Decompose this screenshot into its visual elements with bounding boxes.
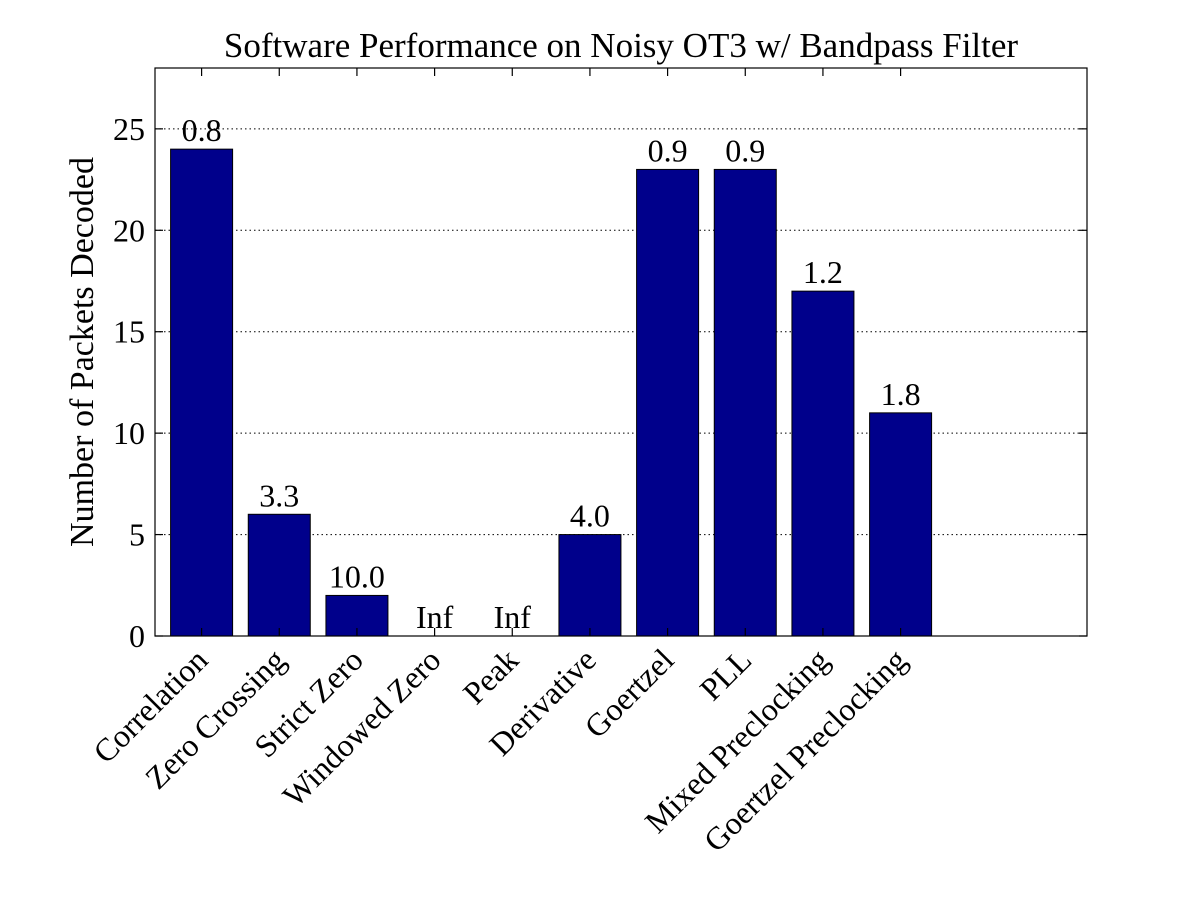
y-tick-label: 15	[113, 314, 145, 350]
data-labels: 0.8 3.3 10.0 Inf Inf 4.0 0.9 0.9 1.2 1.8	[182, 112, 921, 635]
plot-frame	[154, 67, 1088, 637]
bar	[713, 168, 777, 637]
y-tick-label: 10	[113, 415, 145, 451]
data-label: 4.0	[570, 498, 610, 534]
y-tick-label: 5	[129, 517, 145, 553]
bar	[791, 290, 855, 637]
bar	[170, 148, 234, 637]
data-label: Inf	[416, 599, 454, 635]
bar	[247, 513, 311, 637]
y-tick-label: 20	[113, 212, 145, 248]
bar	[636, 168, 700, 637]
data-label: 0.9	[725, 132, 765, 168]
bar	[869, 412, 933, 637]
data-label: 1.8	[881, 376, 921, 412]
x-category-label: PLL	[693, 641, 759, 707]
x-category-label: Peak	[456, 641, 525, 710]
bar-series	[170, 148, 933, 637]
data-label: Inf	[494, 599, 532, 635]
data-label: 3.3	[259, 477, 299, 513]
data-label: 10.0	[329, 558, 385, 594]
grid-lines	[155, 128, 1087, 536]
y-tick-label: 0	[129, 618, 145, 654]
data-label: 1.2	[803, 254, 843, 290]
bar	[558, 534, 622, 637]
y-tick-label: 25	[113, 111, 145, 147]
data-label: 0.9	[648, 132, 688, 168]
data-label: 0.8	[182, 112, 222, 148]
y-axis-label: Number of Packets Decoded	[64, 157, 101, 547]
chart-title: Software Performance on Noisy OT3 w/ Ban…	[224, 26, 1018, 65]
y-axis-ticks: 0 5 10 15 20 25	[113, 111, 1087, 654]
